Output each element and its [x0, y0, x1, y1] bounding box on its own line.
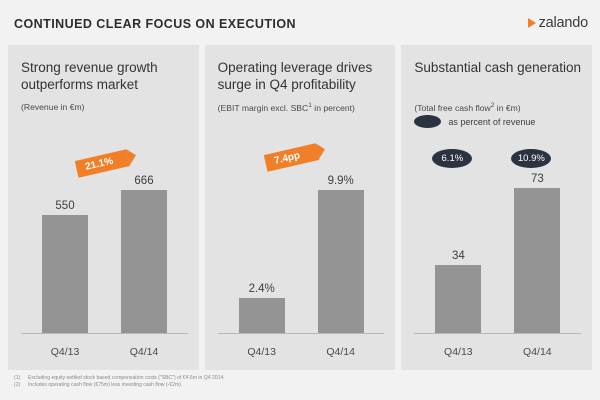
legend-label: as percent of revenue — [448, 116, 536, 127]
bar — [435, 265, 482, 333]
play-triangle-icon — [527, 18, 536, 28]
footnote-number: (2) — [14, 382, 21, 389]
footnote-marker: 1 — [308, 102, 312, 109]
subtitle-pre: (Total free cash flow — [414, 102, 491, 113]
subtitle-post: in percent) — [311, 102, 355, 113]
bar-group-q414: 666 — [121, 175, 167, 333]
panel-subtitle: (EBIT margin excl. SBC1 in percent) — [218, 102, 388, 113]
x-tick-label: Q4/13 — [444, 346, 473, 358]
bar — [238, 298, 285, 333]
bar-chart-free-cash-flow: 34 73 Q4/13 Q4/14 — [414, 165, 582, 370]
bar-value: 34 — [451, 250, 465, 262]
panel-row: Strong revenue growth outperforms market… — [8, 45, 593, 370]
plot-area: 34 73 — [414, 165, 581, 333]
panel-title: Operating leverage drives surge in Q4 pr… — [217, 60, 373, 92]
panel-subtitle: (Revenue in €m) — [21, 102, 85, 112]
bar-group-q413: 2.4% — [238, 283, 285, 333]
x-axis-line — [21, 333, 188, 334]
bar-value: 73 — [530, 173, 544, 185]
bar-value: 666 — [134, 175, 154, 187]
footnote-text: Includes operating cash flow (€75m) less… — [28, 382, 183, 389]
panel-title: Strong revenue growth outperforms market — [21, 60, 158, 92]
panel-cash-generation: Substantial cash generation (Total free … — [401, 45, 593, 370]
footnote-item: (2) Includes operating cash flow (€75m) … — [14, 382, 225, 389]
chart-legend: as percent of revenue — [414, 115, 535, 128]
plot-area: 550 666 — [21, 165, 188, 333]
bar-group-q413: 550 — [42, 200, 88, 333]
plot-area: 2.4% 9.9% — [218, 165, 385, 333]
footnote-item: (1) Excluding equity-settled stock based… — [14, 375, 225, 382]
percent-bubble-q414: 10.9% — [511, 149, 552, 168]
bar-group-q414: 9.9% — [317, 175, 364, 333]
footnotes: (1) Excluding equity-settled stock based… — [14, 375, 225, 390]
zalando-logo: zalando — [527, 15, 589, 31]
bar — [514, 188, 561, 333]
bar-chart-ebit-margin: 2.4% 9.9% Q4/13 Q4/14 — [217, 165, 385, 370]
bar-value: 550 — [55, 200, 75, 212]
bar — [317, 190, 364, 333]
panel-revenue-growth: Strong revenue growth outperforms market… — [8, 45, 199, 370]
x-tick-label: Q4/14 — [129, 346, 159, 358]
subtitle-pre: (EBIT margin excl. SBC — [217, 102, 309, 113]
percent-bubble-q413: 6.1% — [432, 149, 473, 168]
bar-value: 9.9% — [327, 175, 354, 187]
panel-operating-leverage: Operating leverage drives surge in Q4 pr… — [204, 45, 396, 370]
subtitle-post: in €m) — [494, 102, 521, 113]
slide-header: CONTINUED CLEAR FOCUS ON EXECUTION zalan… — [0, 0, 600, 45]
footnote-text: Excluding equity-settled stock based com… — [28, 375, 225, 381]
x-axis-line — [414, 333, 582, 334]
bar-value: 2.4% — [248, 283, 275, 295]
x-tick-label: Q4/13 — [247, 346, 276, 358]
bar-chart-revenue: 550 666 Q4/13 Q4/14 — [21, 165, 188, 370]
page-title: CONTINUED CLEAR FOCUS ON EXECUTION — [14, 17, 296, 31]
bar — [42, 215, 88, 333]
footnote-marker: 2 — [490, 102, 495, 109]
legend-ellipse-icon — [414, 115, 442, 128]
logo-wordmark: zalando — [538, 15, 589, 31]
footnote-number: (1) — [14, 375, 21, 381]
x-tick-label: Q4/14 — [326, 346, 355, 358]
panel-title: Substantial cash generation — [414, 60, 581, 75]
bar-group-q414: 73 — [514, 173, 561, 333]
x-tick-label: Q4/14 — [523, 346, 552, 358]
bar — [121, 190, 167, 333]
bar-group-q413: 34 — [435, 250, 482, 333]
x-axis-line — [217, 333, 385, 334]
panel-subtitle: (Total free cash flow2 in €m) — [414, 102, 584, 113]
x-tick-label: Q4/13 — [50, 346, 80, 358]
